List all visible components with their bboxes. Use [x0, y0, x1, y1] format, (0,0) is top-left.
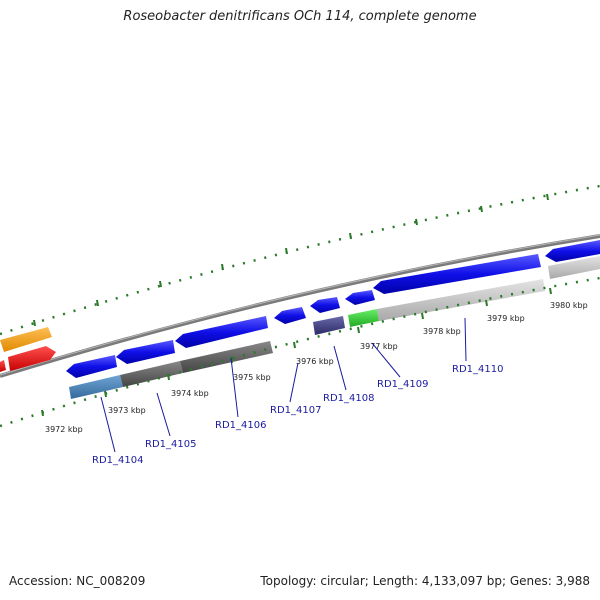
- scale-label: 3976 kbp: [296, 357, 334, 366]
- gene-label[interactable]: RD1_4108: [323, 393, 374, 404]
- gene-label[interactable]: RD1_4104: [92, 455, 143, 466]
- scale-label: 3973 kbp: [108, 406, 146, 415]
- genome-title: Roseobacter denitrificans OCh 114, compl…: [123, 9, 477, 24]
- scale-label: 3979 kbp: [487, 314, 525, 323]
- gene-arrows: [66, 240, 600, 378]
- accession-text: Accession: NC_008209: [9, 574, 146, 588]
- gene-label-leader: [464, 317, 467, 362]
- gene-label[interactable]: RD1_4109: [377, 379, 428, 390]
- gene-arrow-rd1-4107[interactable]: [274, 307, 306, 324]
- scale-label: 3980 kbp: [550, 301, 588, 310]
- cog-dark-1: [120, 361, 183, 387]
- scale-label: 3974 kbp: [171, 389, 209, 398]
- gene-arrow-rd1-4104[interactable]: [66, 355, 117, 378]
- gene-forward-red: [8, 346, 56, 371]
- inner-tick-ring: [0, 276, 600, 428]
- cog-light-next: [548, 256, 600, 279]
- gene-label-leader: [156, 392, 171, 437]
- inner-major-ticks: [41, 287, 552, 417]
- gene-label[interactable]: RD1_4110: [452, 364, 503, 375]
- scale-label: 3975 kbp: [233, 373, 271, 382]
- scale-label: 3978 kbp: [423, 327, 461, 336]
- gene-label[interactable]: RD1_4107: [270, 405, 321, 416]
- cog-steel: [69, 375, 123, 399]
- cog-green: [348, 309, 379, 327]
- cog-navy: [313, 316, 345, 335]
- gene-forward-orange: [0, 327, 52, 352]
- gene-arrow-rd1-4110[interactable]: [373, 254, 541, 294]
- gene-label[interactable]: RD1_4106: [215, 420, 266, 431]
- scale-label: 3972 kbp: [45, 425, 83, 434]
- gene-arrow-next[interactable]: [545, 240, 600, 262]
- cog-track: [69, 256, 600, 399]
- genome-summary: Topology: circular; Length: 4,133,097 bp…: [260, 574, 590, 588]
- scale-labels: 3972 kbp 3973 kbp 3974 kbp 3975 kbp 3976 kbp…: [45, 301, 588, 434]
- forward-strand-genes: [0, 327, 56, 372]
- scale-label: 3977 kbp: [360, 342, 398, 351]
- gene-label-leader: [100, 396, 116, 453]
- gene-label-leader: [371, 342, 401, 378]
- outer-major-ticks: [33, 193, 549, 327]
- gene-arrow-rd1-4108[interactable]: [310, 297, 340, 313]
- gene-label-leader: [333, 345, 347, 391]
- gene-label[interactable]: RD1_4105: [145, 439, 196, 450]
- gene-forward-red-edge: [0, 360, 6, 372]
- gene-arrow-rd1-4106[interactable]: [175, 316, 268, 348]
- cog-dark-2: [180, 341, 273, 373]
- gene-arrow-rd1-4109[interactable]: [345, 290, 375, 305]
- cog-light: [377, 279, 545, 321]
- gene-label-leader: [230, 357, 239, 418]
- gene-arrow-rd1-4105[interactable]: [116, 340, 175, 364]
- gene-label-leader: [289, 362, 299, 403]
- genome-backbone: [0, 234, 600, 378]
